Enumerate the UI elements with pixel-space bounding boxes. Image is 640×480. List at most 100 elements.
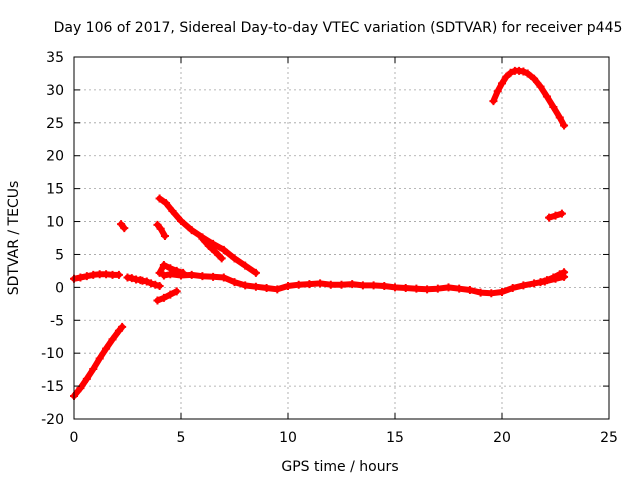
data-point bbox=[545, 213, 554, 222]
data-point bbox=[465, 285, 474, 294]
y-tick-label: -20 bbox=[41, 412, 64, 428]
x-tick-label: 0 bbox=[70, 430, 79, 446]
y-tick-label: 30 bbox=[46, 83, 64, 99]
data-point bbox=[251, 268, 260, 277]
data-point bbox=[316, 279, 325, 288]
y-tick-label: -5 bbox=[50, 313, 64, 329]
data-point bbox=[89, 364, 98, 373]
data-point bbox=[177, 216, 185, 225]
data-point bbox=[549, 103, 558, 112]
data-point bbox=[219, 245, 228, 254]
y-tick-label: 35 bbox=[46, 50, 64, 66]
data-point bbox=[151, 280, 160, 289]
data-point bbox=[358, 281, 367, 290]
data-point bbox=[142, 277, 151, 286]
series-line-neg-4h bbox=[154, 288, 180, 304]
data-point bbox=[95, 354, 104, 363]
data-point bbox=[262, 284, 271, 293]
data-point bbox=[147, 279, 156, 288]
data-point bbox=[120, 224, 129, 233]
data-point bbox=[102, 344, 111, 353]
data-point bbox=[294, 280, 303, 289]
data-point bbox=[155, 194, 164, 203]
data-point bbox=[530, 74, 539, 83]
data-point bbox=[82, 374, 91, 383]
series-line-descending-2 bbox=[199, 235, 225, 262]
x-tick-label: 10 bbox=[279, 430, 297, 446]
x-tick-label: 15 bbox=[386, 430, 404, 446]
data-point bbox=[230, 278, 239, 287]
data-point bbox=[166, 290, 175, 299]
data-point bbox=[493, 87, 502, 96]
data-point bbox=[549, 273, 558, 282]
data-point bbox=[557, 209, 566, 218]
data-point bbox=[168, 207, 177, 216]
y-tick-label: 25 bbox=[46, 116, 64, 132]
data-point bbox=[159, 293, 168, 302]
data-point bbox=[127, 274, 136, 283]
x-axis-label: GPS time / hours bbox=[281, 459, 398, 475]
data-point bbox=[155, 282, 164, 291]
data-point bbox=[433, 284, 442, 293]
data-point bbox=[198, 272, 207, 281]
data-point bbox=[108, 335, 117, 344]
y-tick-label: -10 bbox=[41, 346, 64, 362]
data-point bbox=[536, 278, 545, 287]
data-point bbox=[560, 121, 569, 130]
data-point bbox=[555, 113, 564, 122]
data-point bbox=[209, 272, 218, 281]
data-point bbox=[118, 322, 127, 331]
data-point bbox=[498, 79, 506, 88]
data-point bbox=[204, 241, 213, 250]
data-point bbox=[560, 268, 569, 277]
data-point bbox=[530, 279, 539, 288]
y-tick-label: 5 bbox=[55, 247, 64, 263]
data-point bbox=[369, 281, 378, 290]
data-point bbox=[519, 281, 528, 290]
data-point bbox=[305, 280, 314, 289]
y-tick-label: 15 bbox=[46, 182, 64, 198]
data-point bbox=[155, 268, 164, 277]
data-point bbox=[187, 270, 196, 279]
series-layer bbox=[70, 66, 569, 400]
data-point bbox=[76, 384, 85, 393]
y-axis-label: SDTVAR / TECUs bbox=[6, 181, 22, 296]
data-point bbox=[162, 199, 171, 208]
x-tick-label: 25 bbox=[600, 430, 618, 446]
data-point bbox=[502, 72, 511, 81]
data-point bbox=[498, 287, 506, 296]
data-point bbox=[523, 69, 532, 78]
data-point bbox=[542, 92, 551, 101]
data-point bbox=[423, 285, 432, 294]
data-point bbox=[476, 288, 485, 297]
data-point bbox=[251, 282, 260, 291]
data-point bbox=[489, 97, 498, 106]
x-tick-label: 20 bbox=[493, 430, 511, 446]
data-point bbox=[217, 254, 226, 263]
data-point bbox=[487, 289, 496, 298]
data-point bbox=[159, 260, 168, 269]
data-point bbox=[337, 280, 346, 289]
data-point bbox=[542, 276, 551, 285]
data-point bbox=[555, 270, 564, 279]
data-point bbox=[401, 284, 410, 293]
data-point bbox=[114, 270, 123, 279]
data-point bbox=[241, 281, 250, 290]
data-point bbox=[273, 285, 282, 294]
data-point bbox=[455, 284, 464, 293]
y-tick-label: -15 bbox=[41, 379, 64, 395]
data-point bbox=[412, 284, 421, 293]
x-tick-label: 5 bbox=[177, 430, 186, 446]
data-point bbox=[156, 224, 165, 233]
data-point bbox=[326, 280, 335, 289]
data-point bbox=[536, 82, 545, 91]
data-point bbox=[159, 271, 168, 280]
data-point bbox=[508, 284, 517, 293]
data-point bbox=[172, 287, 181, 296]
data-point bbox=[211, 247, 220, 256]
data-point bbox=[219, 273, 228, 282]
data-point bbox=[391, 283, 399, 292]
data-point bbox=[172, 266, 181, 275]
data-point bbox=[348, 280, 357, 289]
